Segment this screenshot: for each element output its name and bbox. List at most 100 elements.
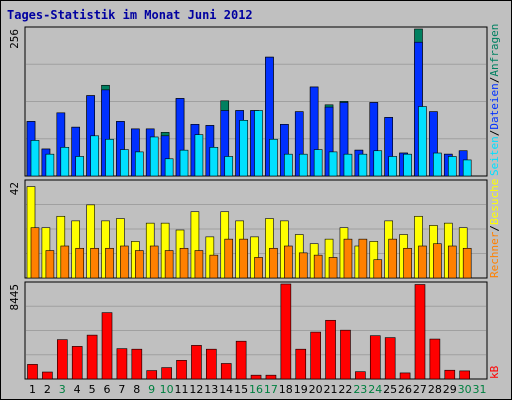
bar-rechner-day-27 [418,245,427,279]
ymax-label-visits-sites: 42 [8,182,21,195]
bar-rechner-day-23 [358,238,368,279]
bar-kb-day-19 [295,348,307,380]
bar-seiten-day-2 [45,153,55,177]
bar-kb-day-13 [206,348,217,380]
day-label-23: 23 [353,383,367,396]
bar-seiten-day-13 [209,146,219,177]
bar-seiten-day-23 [358,153,368,177]
bar-seiten-day-29 [447,156,457,177]
bar-rechner-day-14 [224,238,234,279]
bar-kb-day-10 [161,367,172,380]
bar-kb-day-24 [369,335,381,380]
day-label-3: 3 [59,383,66,396]
bar-seiten-day-15 [239,120,248,177]
bar-kb-day-5 [86,334,98,380]
legend-entry: Besuche [488,179,501,225]
bar-seiten-day-28 [433,152,442,177]
bar-seiten-day-6 [105,138,114,177]
day-label-7: 7 [118,383,125,396]
bar-seiten-day-12 [194,134,204,177]
bar-seiten-day-9 [149,136,159,177]
bar-kb-day-12 [191,345,202,380]
day-label-14: 14 [219,383,233,396]
bar-kb-day-20 [310,331,321,380]
bar-kb-day-6 [101,312,113,380]
day-label-28: 28 [428,383,442,396]
bar-seiten-day-16 [254,110,263,177]
bar-rechner-day-15 [239,238,248,279]
bar-seiten-day-1 [30,140,40,177]
day-label-30: 30 [458,383,472,396]
bar-rechner-day-30 [462,247,472,279]
bar-seiten-day-18 [284,153,293,177]
day-label-26: 26 [398,383,412,396]
ymax-label-hits-files-pages: 256 [8,29,21,49]
day-label-22: 22 [338,383,352,396]
day-label-6: 6 [103,383,110,396]
bar-rechner-day-12 [194,250,204,279]
bar-seiten-day-5 [90,135,99,177]
day-label-29: 29 [443,383,457,396]
bar-rechner-day-11 [179,247,189,279]
bar-seiten-day-27 [418,106,427,177]
bar-kb-day-22 [340,329,351,380]
bar-kb-day-2 [42,371,53,380]
bar-kb-day-3 [57,339,68,380]
bar-rechner-day-8 [135,250,144,279]
bar-seiten-day-11 [179,149,189,177]
day-label-16: 16 [249,383,263,396]
bar-seiten-day-22 [343,153,353,177]
day-label-27: 27 [413,383,427,396]
bar-seiten-day-7 [120,149,129,177]
bar-rechner-day-22 [343,238,353,279]
bar-seiten-day-26 [403,153,412,177]
legend-visits-sites: Rechner/Besuche [488,179,501,278]
bar-kb-day-25 [384,337,396,380]
bar-rechner-day-6 [105,247,114,279]
bar-seiten-day-17 [269,138,278,177]
bar-kb-day-14 [220,363,232,380]
bar-kb-day-1 [27,364,38,380]
bar-kb-day-30 [459,370,470,380]
bar-rechner-day-17 [269,247,278,279]
bar-rechner-day-24 [373,259,383,279]
day-label-31: 31 [473,383,487,396]
chart-title: Tages-Statistik im Monat Juni 2012 [7,8,253,22]
day-label-17: 17 [264,383,278,396]
day-label-2: 2 [44,383,51,396]
legend-entry: kB [488,365,501,379]
legend-entry: / [488,130,501,137]
bar-kb-day-28 [429,338,441,380]
legend-entry: Dateien [488,83,501,129]
bar-kb-day-29 [444,369,456,380]
bar-seiten-day-19 [298,153,308,177]
legend-entry: Seiten [488,136,501,176]
day-label-11: 11 [174,383,188,396]
bar-seiten-day-21 [328,151,338,177]
day-label-18: 18 [279,383,293,396]
day-label-24: 24 [368,383,382,396]
day-label-20: 20 [309,383,323,396]
day-label-10: 10 [160,383,174,396]
bar-rechner-day-29 [447,245,457,279]
day-label-19: 19 [294,383,308,396]
bar-rechner-day-28 [433,243,442,279]
day-label-9: 9 [148,383,155,396]
bar-kb-day-26 [399,372,411,380]
ymax-label-kb: 8445 [8,284,21,311]
bar-seiten-day-10 [164,158,174,177]
bar-kb-day-23 [355,371,366,380]
bar-kb-day-27 [414,284,426,380]
bar-seiten-day-30 [462,159,472,177]
day-label-25: 25 [383,383,397,396]
bar-kb-day-17 [265,374,277,380]
day-label-8: 8 [133,383,140,396]
day-label-1: 1 [29,383,36,396]
day-label-13: 13 [204,383,218,396]
bar-kb-day-15 [235,340,247,380]
bar-kb-day-21 [325,319,336,380]
bar-seiten-day-14 [224,156,234,177]
bar-rechner-day-18 [284,245,293,279]
bar-rechner-day-7 [120,245,129,279]
bar-seiten-day-8 [135,151,144,177]
